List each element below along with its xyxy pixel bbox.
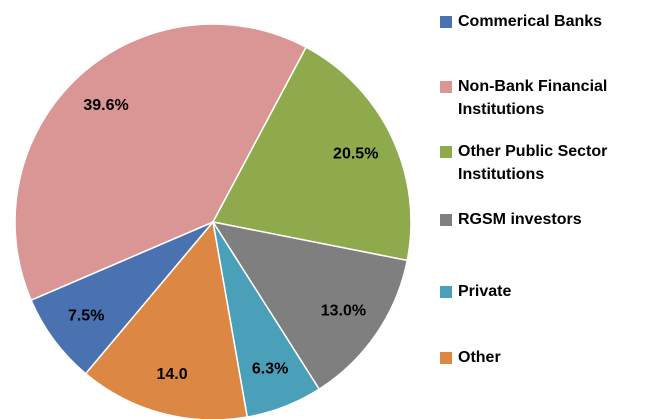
legend-swatch xyxy=(440,214,452,226)
pie-area: 7.5% 39.6% 20.5% 13.0% 6.3% 14.0 xyxy=(14,23,412,419)
pie-slice xyxy=(211,46,412,262)
legend-item: Other Public Sector Institutions xyxy=(440,140,658,186)
legend-label: RGSM investors xyxy=(458,211,582,228)
data-label: 14.0 xyxy=(156,366,187,383)
data-label: 20.5% xyxy=(333,145,378,162)
data-label: 39.6% xyxy=(83,97,128,114)
legend-label: Non-Bank Financial Institutions xyxy=(458,78,608,118)
pie-slice xyxy=(14,23,308,302)
legend-swatch xyxy=(440,16,452,28)
legend-label: Private xyxy=(458,283,512,300)
legend-swatch xyxy=(440,352,452,364)
pie-slice xyxy=(211,220,409,391)
legend-label: Other Public Sector Institutions xyxy=(458,143,608,183)
legend-item: Non-Bank Financial Institutions xyxy=(440,75,658,121)
data-label: 7.5% xyxy=(68,307,104,324)
legend-label: Commerical Banks xyxy=(458,13,603,30)
data-label: 13.0% xyxy=(321,302,366,319)
legend-label: Other xyxy=(458,349,501,366)
legend-swatch xyxy=(440,286,452,298)
legend-item: Private xyxy=(440,280,658,303)
data-label: 6.3% xyxy=(252,361,288,378)
legend-swatch xyxy=(440,81,452,93)
legend-swatch xyxy=(440,146,452,158)
legend-item: Commerical Banks xyxy=(440,10,658,33)
legend-item: Other xyxy=(440,346,658,369)
legend-item: RGSM investors xyxy=(440,208,658,231)
